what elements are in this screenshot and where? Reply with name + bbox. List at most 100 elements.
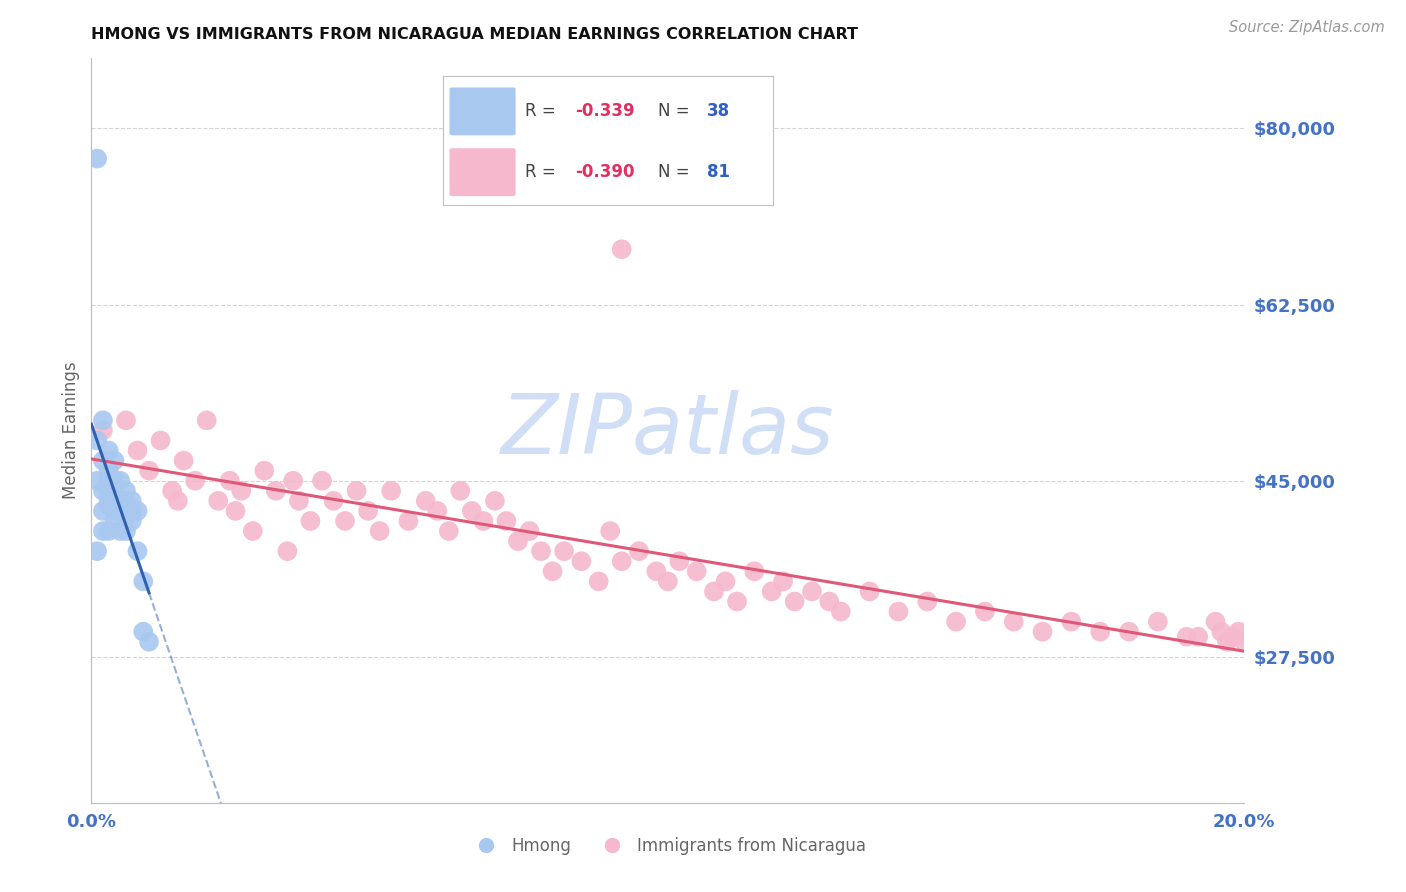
Text: 38: 38 bbox=[707, 103, 730, 120]
Point bbox=[127, 504, 149, 518]
Point bbox=[127, 544, 149, 558]
Text: HMONG VS IMMIGRANTS FROM NICARAGUA MEDIAN EARNINGS CORRELATION CHART: HMONG VS IMMIGRANTS FROM NICARAGUA MEDIA… bbox=[91, 27, 859, 42]
Point bbox=[668, 554, 690, 568]
Point bbox=[195, 413, 218, 427]
Point bbox=[166, 493, 188, 508]
Point bbox=[97, 464, 120, 478]
Point bbox=[110, 474, 132, 488]
Point bbox=[132, 624, 155, 639]
Point bbox=[368, 524, 391, 538]
Point bbox=[571, 554, 593, 568]
Text: ZIPatlas: ZIPatlas bbox=[501, 390, 835, 471]
Point bbox=[645, 564, 668, 578]
Point bbox=[541, 564, 564, 578]
Point bbox=[396, 514, 419, 528]
Point bbox=[115, 524, 138, 538]
Point bbox=[1060, 615, 1083, 629]
Point bbox=[484, 493, 506, 508]
Point bbox=[103, 493, 125, 508]
Point bbox=[530, 544, 553, 558]
Point bbox=[253, 464, 276, 478]
Point bbox=[110, 504, 132, 518]
Point bbox=[225, 504, 247, 518]
Point bbox=[725, 594, 748, 608]
Point bbox=[110, 524, 132, 538]
Point bbox=[1088, 624, 1111, 639]
Point bbox=[1032, 624, 1054, 639]
Point bbox=[553, 544, 575, 558]
Point bbox=[121, 493, 143, 508]
Point bbox=[103, 483, 125, 498]
Point bbox=[132, 574, 155, 589]
Point bbox=[472, 514, 495, 528]
Point bbox=[103, 453, 125, 467]
Point bbox=[588, 574, 610, 589]
Point bbox=[818, 594, 841, 608]
Point bbox=[506, 534, 529, 549]
Point bbox=[127, 443, 149, 458]
Point bbox=[449, 483, 471, 498]
Point bbox=[121, 504, 143, 518]
Text: N =: N = bbox=[658, 103, 695, 120]
Point bbox=[772, 574, 794, 589]
Point bbox=[299, 514, 322, 528]
Point bbox=[495, 514, 517, 528]
Text: -0.339: -0.339 bbox=[575, 103, 634, 120]
Point bbox=[173, 453, 195, 467]
Point bbox=[1002, 615, 1025, 629]
Point bbox=[1175, 630, 1198, 644]
Point bbox=[115, 508, 138, 523]
Point bbox=[437, 524, 460, 538]
Point bbox=[858, 584, 880, 599]
Text: R =: R = bbox=[526, 103, 561, 120]
Point bbox=[357, 504, 380, 518]
Point bbox=[115, 483, 138, 498]
Point bbox=[121, 514, 143, 528]
Text: Source: ZipAtlas.com: Source: ZipAtlas.com bbox=[1229, 20, 1385, 35]
Text: 81: 81 bbox=[707, 163, 730, 181]
Text: N =: N = bbox=[658, 163, 695, 181]
Point bbox=[973, 605, 995, 619]
Point bbox=[138, 464, 160, 478]
Point bbox=[91, 504, 114, 518]
Point bbox=[1211, 624, 1233, 639]
Point bbox=[685, 564, 707, 578]
Point bbox=[91, 424, 114, 438]
Point bbox=[346, 483, 368, 498]
Point bbox=[887, 605, 910, 619]
Point bbox=[97, 499, 120, 513]
Point bbox=[1204, 615, 1226, 629]
Point bbox=[110, 493, 132, 508]
Point bbox=[714, 574, 737, 589]
Point bbox=[103, 514, 125, 528]
Point bbox=[1187, 630, 1209, 644]
Point bbox=[281, 474, 305, 488]
Point bbox=[415, 493, 437, 508]
Point bbox=[830, 605, 852, 619]
Point bbox=[97, 474, 120, 488]
Point bbox=[599, 524, 621, 538]
Y-axis label: Median Earnings: Median Earnings bbox=[62, 361, 80, 500]
FancyBboxPatch shape bbox=[450, 87, 516, 136]
Point bbox=[333, 514, 356, 528]
Point bbox=[311, 474, 333, 488]
Point bbox=[1222, 630, 1244, 644]
Point bbox=[97, 483, 120, 498]
Point bbox=[657, 574, 679, 589]
Point bbox=[742, 564, 765, 578]
Point bbox=[380, 483, 402, 498]
Point bbox=[761, 584, 783, 599]
Point bbox=[86, 152, 108, 166]
Point bbox=[1227, 624, 1250, 639]
Point bbox=[86, 434, 108, 448]
Point bbox=[519, 524, 541, 538]
Point bbox=[288, 493, 311, 508]
Point bbox=[610, 242, 633, 256]
Point bbox=[801, 584, 824, 599]
Point bbox=[322, 493, 344, 508]
Point bbox=[160, 483, 183, 498]
Point bbox=[138, 634, 160, 648]
Point bbox=[426, 504, 449, 518]
Point bbox=[91, 413, 114, 427]
Point bbox=[115, 413, 138, 427]
